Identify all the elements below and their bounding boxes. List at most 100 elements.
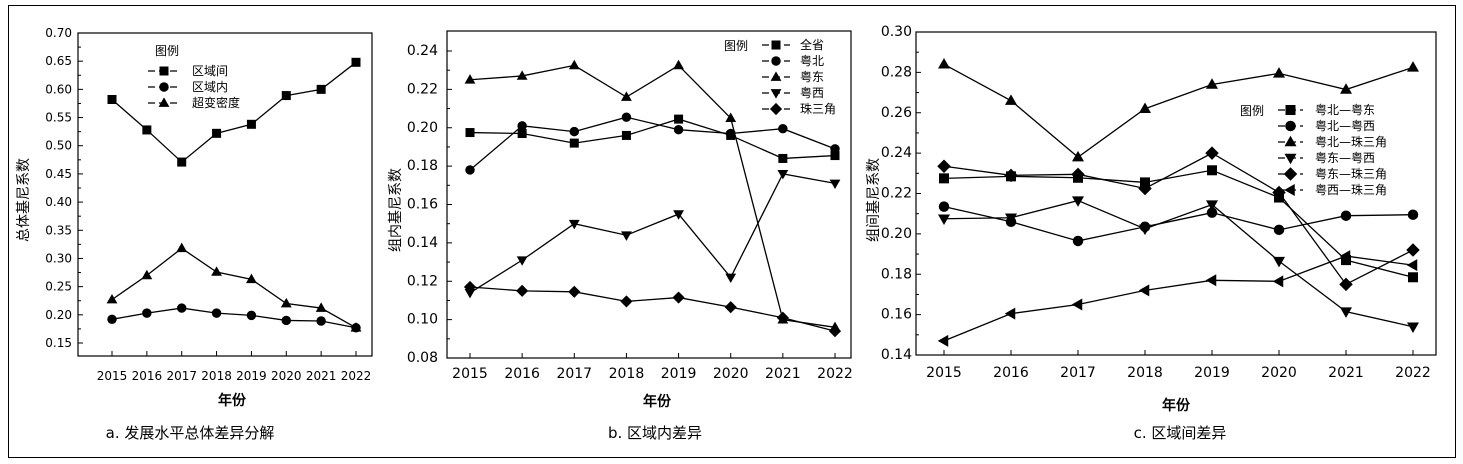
data-point-circle <box>316 316 326 326</box>
y-tick-label: 0.25 <box>45 280 72 294</box>
data-point-triangle-down <box>673 210 684 220</box>
y-tick-label: 0.35 <box>45 223 72 237</box>
x-tick-label: 2018 <box>201 369 232 383</box>
data-point-diamond <box>1138 181 1152 196</box>
data-point-circle <box>569 126 580 137</box>
legend-label: 粤东—粤西 <box>1315 150 1375 165</box>
series-line-1 <box>469 118 836 160</box>
x-axis-label: 年份 <box>1162 397 1191 414</box>
data-point-triangle-down <box>1407 322 1419 333</box>
x-tick-label: 2019 <box>1194 365 1230 381</box>
y-tick-label: 0.20 <box>45 308 72 322</box>
data-point-square <box>1341 255 1351 266</box>
y-tick-label: 0.20 <box>881 226 912 242</box>
data-point-diamond <box>1406 243 1420 257</box>
y-tick-label: 0.18 <box>407 158 438 174</box>
series-line-3 <box>943 63 1414 158</box>
data-point-triangle-down <box>829 179 841 190</box>
x-tick-label: 2015 <box>452 366 488 382</box>
data-point-triangle-up <box>725 112 737 122</box>
y-tick-label: 0.22 <box>881 186 912 202</box>
data-point-triangle-down <box>938 214 950 225</box>
chart-caption: c. 区域间差异 <box>1134 424 1227 442</box>
data-point-triangle-up <box>176 242 188 253</box>
data-point-triangle-up <box>673 59 684 70</box>
data-point-circle <box>673 124 684 135</box>
x-tick-label: 2019 <box>661 366 697 382</box>
legend-marker-triangle-up <box>158 97 170 107</box>
series-line-4 <box>469 173 836 294</box>
legend-label: 粤东—珠三角 <box>1315 166 1387 181</box>
data-point-triangle-down <box>1206 200 1218 211</box>
y-tick-label: 0.28 <box>881 64 912 80</box>
y-tick-label: 0.16 <box>881 307 912 323</box>
data-point-triangle-up <box>1005 94 1017 105</box>
series-line-3 <box>111 247 357 329</box>
x-tick-label: 2021 <box>765 366 801 382</box>
data-point-triangle-up <box>1139 102 1151 113</box>
series-line-1 <box>943 169 1414 278</box>
x-tick-label: 2015 <box>926 365 962 381</box>
data-point-triangle-up <box>938 58 950 69</box>
y-tick-label: 0.30 <box>881 24 912 40</box>
data-point-diamond <box>516 284 529 297</box>
legend-label: 超变密度 <box>192 95 240 110</box>
legend-marker-triangle-down <box>1284 153 1297 165</box>
data-point-diamond <box>776 311 789 324</box>
plot-frame <box>446 30 852 359</box>
data-point-triangle-left <box>1339 250 1351 263</box>
legend-marker-circle <box>1285 120 1296 132</box>
data-point-triangle-up <box>1273 67 1285 78</box>
data-point-triangle-down <box>568 219 580 230</box>
data-point-circle <box>246 310 257 321</box>
x-axis-label: 年份 <box>218 392 247 409</box>
series-line-2 <box>469 116 836 171</box>
data-point-square <box>281 91 291 101</box>
series-line-2 <box>111 307 357 329</box>
data-point-triangle-down <box>1139 224 1151 236</box>
data-point-triangle-left <box>937 334 949 347</box>
legend-label: 珠三角 <box>800 102 836 116</box>
x-tick-label: 2020 <box>271 369 302 383</box>
data-point-square <box>1408 272 1418 283</box>
y-tick-label: 0.08 <box>407 350 438 366</box>
data-point-triangle-up <box>141 269 153 280</box>
data-point-circle <box>938 201 950 212</box>
y-tick-label: 0.10 <box>407 312 438 328</box>
data-point-diamond <box>1071 167 1085 182</box>
y-axis-label: 组内基尼系数 <box>387 168 404 252</box>
data-point-triangle-down <box>1273 256 1285 268</box>
y-tick-label: 0.15 <box>45 336 72 350</box>
x-tick-label: 2017 <box>1060 365 1096 381</box>
data-point-triangle-left <box>1272 275 1284 288</box>
x-tick-label: 2020 <box>1261 365 1297 381</box>
data-point-triangle-up <box>315 302 327 312</box>
data-point-square <box>177 157 187 167</box>
x-tick-label: 2017 <box>166 369 197 383</box>
data-point-square <box>778 153 788 163</box>
legend-label: 粤西—珠三角 <box>1315 182 1387 197</box>
x-tick-label: 2022 <box>1395 365 1431 381</box>
data-point-circle <box>1072 235 1084 247</box>
data-point-diamond <box>568 285 581 298</box>
series-line-6 <box>943 255 1414 342</box>
chart-caption: b. 区域内差异 <box>608 424 702 442</box>
data-point-circle <box>1407 209 1419 220</box>
data-point-square <box>621 130 631 140</box>
data-point-circle <box>107 314 117 325</box>
data-point-triangle-left <box>1205 274 1217 287</box>
y-tick-label: 0.12 <box>407 273 438 289</box>
plot-frame <box>77 32 373 357</box>
x-tick-label: 2016 <box>504 366 540 382</box>
series-line-1 <box>111 61 357 163</box>
x-tick-label: 2022 <box>817 366 853 382</box>
series-line-3 <box>469 64 836 328</box>
data-point-triangle-down <box>777 169 789 180</box>
data-point-circle <box>778 123 788 134</box>
x-tick-label: 2022 <box>341 369 372 383</box>
data-point-diamond <box>1339 277 1353 292</box>
data-point-square <box>142 125 152 135</box>
data-point-diamond <box>620 295 633 308</box>
data-point-triangle-down <box>464 288 476 299</box>
